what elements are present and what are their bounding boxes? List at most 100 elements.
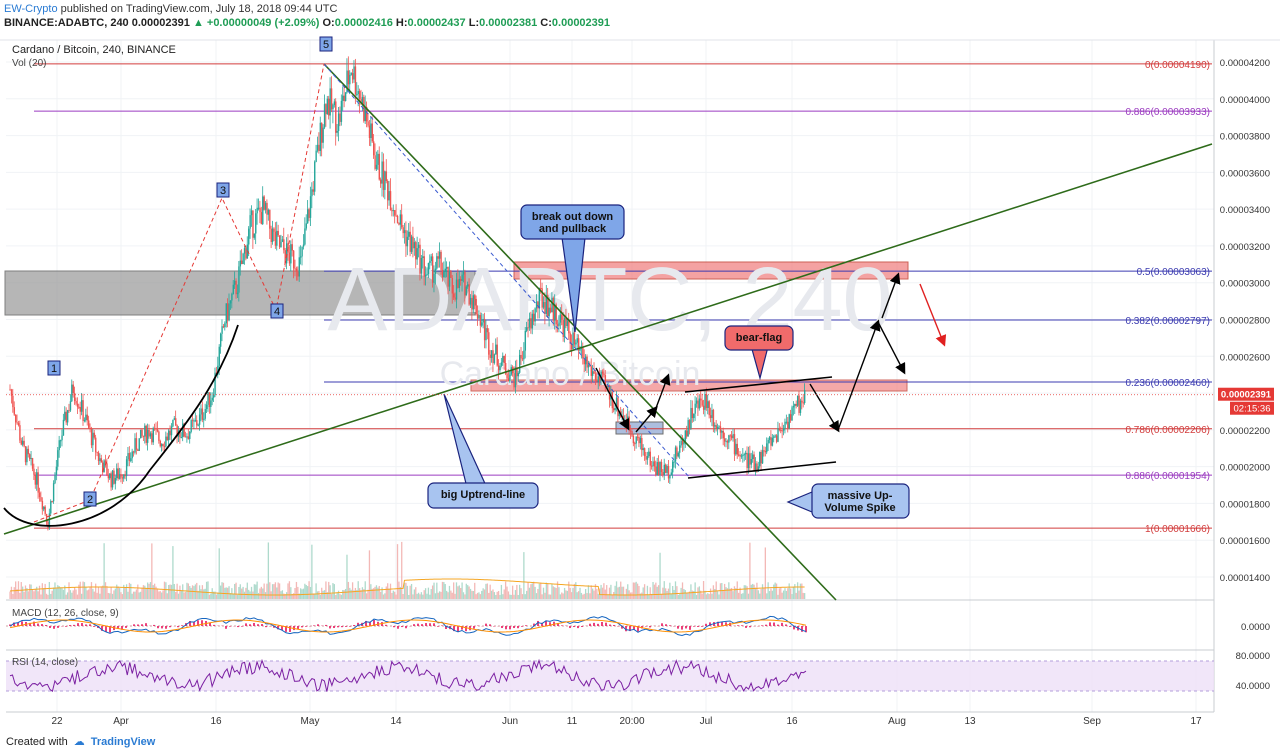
volume-bar	[451, 592, 453, 599]
volume-bar	[555, 587, 557, 599]
price-tick-label: 0.00002600	[1220, 352, 1270, 363]
footer-brand[interactable]: TradingView	[90, 735, 156, 748]
volume-bar	[395, 594, 397, 599]
candle-body	[524, 330, 527, 351]
volume-bar	[437, 592, 439, 599]
candle-body	[436, 256, 438, 269]
candle-body	[395, 215, 397, 217]
volume-bar	[538, 583, 540, 599]
candle-body	[601, 371, 604, 374]
volume-bar	[300, 588, 302, 599]
author-link[interactable]: EW-Crypto	[4, 3, 58, 15]
volume-bar	[148, 583, 150, 599]
volume-bar	[718, 594, 720, 599]
candle-body	[301, 246, 303, 257]
candle-body	[528, 318, 531, 328]
volume-bar	[285, 592, 288, 599]
macd-histogram-bar	[677, 626, 679, 629]
candle-body	[768, 437, 771, 440]
candle-body	[756, 463, 758, 472]
volume-bar	[476, 592, 479, 599]
macd-histogram-bar	[169, 626, 171, 628]
macd-histogram-bar	[649, 626, 651, 628]
macd-histogram-bar	[485, 623, 487, 626]
volume-bar	[72, 590, 74, 599]
candle-body	[294, 268, 296, 270]
volume-bar	[608, 587, 611, 599]
macd-histogram-bar	[21, 621, 23, 626]
candle-body	[292, 250, 295, 269]
candle-body	[72, 384, 74, 394]
candle-body	[36, 472, 38, 485]
volume-bar	[784, 588, 786, 599]
volume-bar	[792, 586, 795, 599]
volume-bar	[732, 591, 734, 599]
macd-histogram-bar	[333, 626, 335, 629]
candle-body	[375, 164, 378, 169]
candle-body	[165, 436, 167, 447]
candle-body	[156, 429, 159, 432]
candle-body	[438, 251, 441, 259]
volume-bar	[694, 582, 696, 599]
volume-bar	[423, 590, 425, 599]
macd-histogram-bar	[133, 624, 135, 626]
candle-body	[513, 373, 515, 388]
candle-body	[746, 452, 748, 469]
candle-body	[329, 88, 331, 116]
volume-bar	[62, 589, 65, 599]
macd-histogram-bar	[401, 626, 403, 628]
volume-bar	[354, 587, 357, 599]
candle-body	[291, 244, 293, 251]
volume-bar	[461, 582, 463, 599]
volume-bar	[409, 585, 411, 599]
candle-body	[486, 328, 489, 333]
volume-bar	[95, 583, 97, 599]
candle-body	[642, 448, 644, 451]
macd-histogram-bar	[317, 624, 319, 626]
symbol-label: BINANCE:ADABTC, 240	[4, 17, 129, 29]
candle-body	[361, 97, 364, 104]
candle-body	[562, 319, 564, 337]
volume-bar	[770, 588, 772, 599]
volume-bar	[559, 594, 562, 599]
time-tick-label: Aug	[888, 716, 906, 727]
volume-bar	[763, 587, 765, 599]
volume-bar	[537, 588, 539, 599]
candle-body	[175, 418, 177, 426]
volume-bar	[575, 582, 577, 599]
volume-bar	[168, 585, 170, 599]
volume-bar	[358, 588, 361, 599]
candle-body	[288, 252, 291, 264]
candle-body	[674, 447, 677, 462]
volume-bar	[434, 593, 437, 599]
volume-bar	[593, 590, 595, 599]
volume-bar	[250, 586, 253, 599]
candle-body	[723, 438, 726, 442]
candle-body	[712, 409, 715, 427]
candle-body	[538, 287, 541, 309]
candle-body	[290, 244, 292, 264]
volume-bar	[266, 583, 268, 599]
candle-body	[144, 425, 146, 437]
macd-histogram-bar	[29, 622, 31, 626]
low-value: 0.00002381	[479, 17, 538, 29]
candle-body	[665, 464, 667, 473]
candle-body	[389, 191, 392, 211]
volume-bar	[802, 592, 804, 599]
macd-histogram-bar	[373, 619, 375, 626]
volume-bar	[83, 582, 86, 599]
volume-bar	[427, 587, 430, 599]
candle-body	[493, 354, 496, 364]
price-tick-label: 0.00001600	[1220, 536, 1270, 547]
candle-body	[629, 430, 632, 432]
time-tick-label: Jun	[502, 716, 518, 727]
volume-bar	[627, 584, 629, 599]
close-value: 0.00002391	[551, 17, 611, 29]
footer: Created with ☁ TradingView	[6, 735, 156, 749]
volume-bar	[656, 586, 658, 599]
candle-body	[652, 461, 654, 467]
volume-bar	[771, 590, 774, 599]
volume-bar	[396, 544, 399, 599]
volume-bar	[33, 591, 35, 599]
